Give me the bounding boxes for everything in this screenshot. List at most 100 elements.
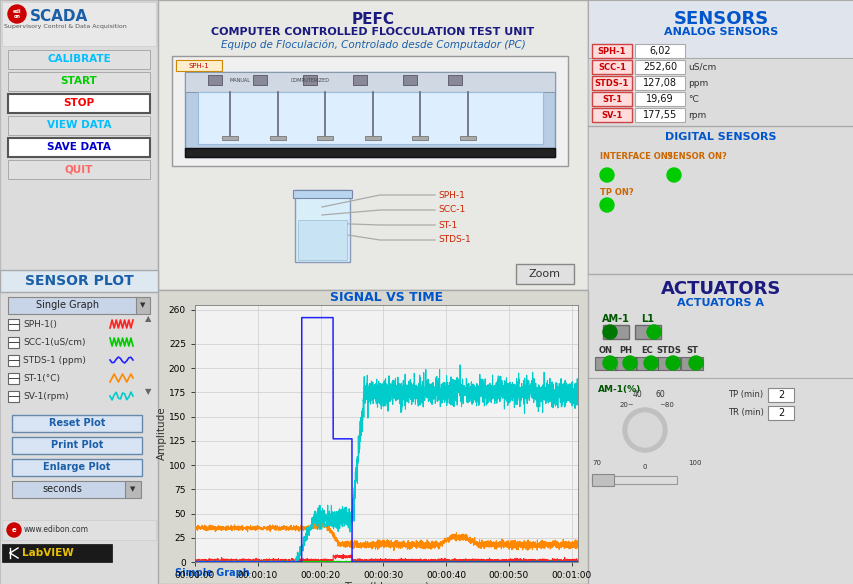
FancyBboxPatch shape: [8, 337, 19, 348]
FancyBboxPatch shape: [252, 75, 267, 85]
Text: ~80: ~80: [659, 402, 673, 408]
FancyBboxPatch shape: [591, 476, 676, 484]
FancyBboxPatch shape: [515, 264, 573, 284]
Text: CALIBRATE: CALIBRATE: [47, 54, 111, 64]
FancyBboxPatch shape: [316, 136, 333, 140]
FancyBboxPatch shape: [8, 138, 150, 157]
FancyBboxPatch shape: [591, 108, 631, 122]
FancyBboxPatch shape: [8, 94, 150, 113]
FancyBboxPatch shape: [635, 357, 657, 370]
Text: ▼: ▼: [131, 486, 136, 492]
Circle shape: [8, 5, 26, 23]
Circle shape: [7, 523, 21, 537]
FancyBboxPatch shape: [2, 520, 156, 540]
Text: Single Graph: Single Graph: [37, 301, 100, 311]
Text: COMPUTERIZED: COMPUTERIZED: [290, 78, 329, 83]
FancyBboxPatch shape: [588, 274, 853, 584]
FancyBboxPatch shape: [591, 76, 631, 90]
FancyBboxPatch shape: [270, 136, 286, 140]
Circle shape: [665, 356, 679, 370]
Text: ▲: ▲: [144, 315, 151, 324]
Text: COMPUTER CONTROLLED FLOCCULATION TEST UNIT: COMPUTER CONTROLLED FLOCCULATION TEST UN…: [212, 27, 534, 37]
FancyBboxPatch shape: [158, 0, 588, 290]
FancyBboxPatch shape: [0, 292, 158, 584]
Circle shape: [688, 356, 702, 370]
Circle shape: [647, 325, 660, 339]
Text: SCC-1(uS/cm): SCC-1(uS/cm): [23, 338, 85, 347]
Text: edi
on: edi on: [13, 9, 21, 19]
FancyBboxPatch shape: [176, 60, 222, 71]
Text: SCC-1: SCC-1: [597, 62, 625, 71]
Text: 40: 40: [632, 390, 642, 399]
FancyBboxPatch shape: [12, 437, 142, 454]
Text: SPH-1(): SPH-1(): [23, 320, 57, 329]
Text: Print Plot: Print Plot: [50, 440, 103, 450]
Text: L1: L1: [641, 314, 653, 324]
Text: MANUAL: MANUAL: [229, 78, 250, 83]
Text: 19,69: 19,69: [646, 94, 673, 104]
FancyBboxPatch shape: [8, 391, 19, 402]
FancyBboxPatch shape: [767, 388, 793, 402]
FancyBboxPatch shape: [171, 56, 567, 166]
Circle shape: [666, 168, 680, 182]
FancyBboxPatch shape: [8, 355, 19, 366]
FancyBboxPatch shape: [12, 459, 142, 476]
Text: SENSOR PLOT: SENSOR PLOT: [25, 274, 133, 288]
FancyBboxPatch shape: [8, 50, 150, 69]
Text: SCADA: SCADA: [30, 9, 88, 24]
FancyBboxPatch shape: [158, 290, 588, 584]
Text: STDS-1 (ppm): STDS-1 (ppm): [23, 356, 86, 365]
Circle shape: [602, 325, 616, 339]
FancyBboxPatch shape: [198, 92, 543, 144]
FancyBboxPatch shape: [8, 373, 19, 384]
Text: 6,02: 6,02: [648, 46, 670, 56]
FancyBboxPatch shape: [185, 72, 554, 92]
Circle shape: [627, 413, 661, 447]
FancyBboxPatch shape: [411, 136, 427, 140]
FancyBboxPatch shape: [591, 44, 631, 58]
FancyBboxPatch shape: [294, 190, 350, 262]
Text: STOP: STOP: [63, 99, 95, 109]
FancyBboxPatch shape: [588, 0, 853, 58]
Text: ▼: ▼: [144, 388, 151, 397]
FancyBboxPatch shape: [2, 2, 156, 46]
Text: SPH-1: SPH-1: [597, 47, 625, 55]
Text: SENSOR ON?: SENSOR ON?: [666, 152, 726, 161]
FancyBboxPatch shape: [8, 116, 150, 135]
Text: STDS-1: STDS-1: [595, 78, 629, 88]
Text: ▼: ▼: [140, 303, 146, 308]
Text: rpm: rpm: [688, 110, 705, 120]
Text: SV-1(rpm): SV-1(rpm): [23, 392, 68, 401]
FancyBboxPatch shape: [298, 220, 346, 260]
Text: TR (min): TR (min): [727, 408, 763, 417]
FancyBboxPatch shape: [185, 72, 554, 157]
Circle shape: [600, 168, 613, 182]
FancyBboxPatch shape: [767, 406, 793, 420]
Text: SPH-1: SPH-1: [189, 62, 209, 68]
Text: 70: 70: [592, 460, 601, 466]
FancyBboxPatch shape: [12, 415, 142, 432]
Text: e: e: [12, 527, 16, 533]
FancyBboxPatch shape: [591, 60, 631, 74]
Text: ST-1: ST-1: [438, 221, 456, 230]
Text: STDS: STDS: [656, 346, 681, 355]
FancyBboxPatch shape: [591, 474, 613, 486]
Text: ACTUATORS: ACTUATORS: [660, 280, 780, 298]
Text: 100: 100: [688, 460, 701, 466]
Text: seconds: seconds: [42, 485, 82, 495]
Text: SENSORS: SENSORS: [672, 10, 768, 28]
FancyBboxPatch shape: [0, 0, 158, 584]
FancyBboxPatch shape: [125, 481, 141, 498]
FancyBboxPatch shape: [588, 0, 853, 584]
Text: Zoom: Zoom: [528, 269, 560, 279]
Text: 252,60: 252,60: [642, 62, 676, 72]
FancyBboxPatch shape: [635, 108, 684, 122]
Text: INTERFACE ON?: INTERFACE ON?: [600, 152, 671, 161]
FancyBboxPatch shape: [364, 136, 380, 140]
Text: ST: ST: [685, 346, 697, 355]
Text: SV-1: SV-1: [601, 110, 622, 120]
Text: TP (min): TP (min): [727, 390, 763, 399]
Text: 20~: 20~: [619, 402, 634, 408]
FancyBboxPatch shape: [448, 75, 461, 85]
FancyBboxPatch shape: [8, 319, 19, 330]
